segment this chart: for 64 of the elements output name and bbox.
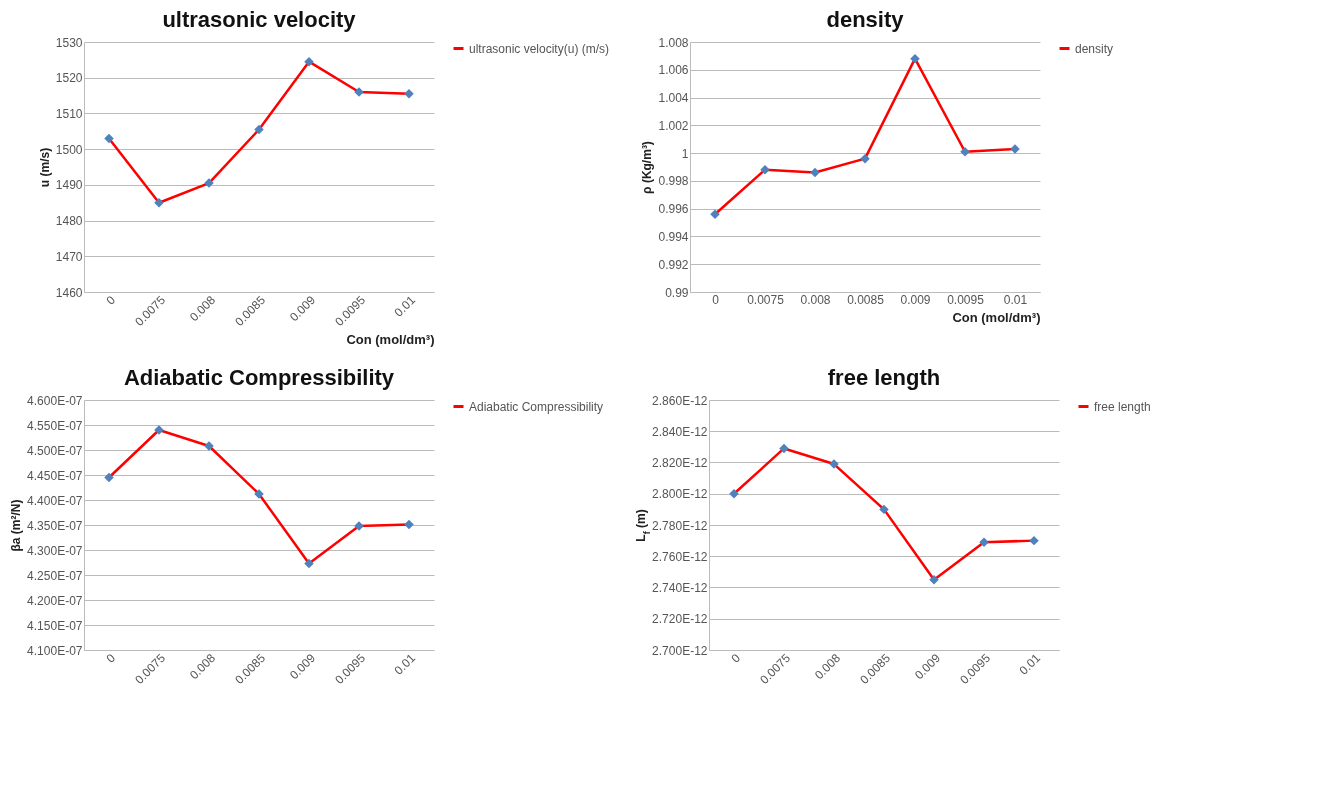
y-tick-label: 4.400E-07: [27, 493, 83, 508]
x-tick-label: 0.009: [900, 292, 931, 307]
legend-label: free length: [1094, 399, 1151, 414]
y-tick-label: 1.004: [658, 91, 689, 106]
x-tick-label: 0: [103, 292, 119, 308]
y-tick-label: 2.840E-12: [652, 424, 708, 439]
x-axis-title: Con (mol/dm³): [952, 309, 1041, 325]
y-tick-label: 1: [681, 146, 689, 161]
y-tick-label: 1530: [55, 35, 83, 50]
legend-label: Adiabatic Compressibility: [469, 399, 604, 414]
y-tick-label: 1500: [55, 142, 83, 157]
y-tick-label: 2.740E-12: [652, 581, 708, 595]
y-tick-label: 1.008: [658, 35, 689, 50]
y-tick-label: 2.800E-12: [652, 487, 708, 502]
chart-title: ultrasonic velocity: [162, 7, 357, 32]
y-tick-label: 4.250E-07: [27, 568, 83, 583]
y-tick-label: 4.150E-07: [27, 618, 83, 633]
y-tick-label: 1510: [55, 106, 83, 121]
y-tick-label: 4.350E-07: [27, 518, 83, 533]
y-tick-label: 1480: [55, 214, 83, 229]
y-tick-label: 1.006: [658, 63, 689, 78]
y-tick-label: 4.500E-07: [27, 443, 83, 458]
chart-title: free length: [827, 365, 941, 390]
y-axis-title: u (m/s): [37, 147, 52, 188]
y-tick-label: 0.99: [665, 285, 689, 300]
x-tick-label: 0.01: [1016, 650, 1044, 678]
y-tick-label: 4.200E-07: [27, 593, 83, 608]
y-tick-label: 2.820E-12: [652, 456, 708, 470]
y-tick-label: 0.998: [658, 174, 689, 189]
x-axis-title: Con (mol/dm³): [346, 332, 435, 348]
x-tick-label: 0.0075: [747, 292, 785, 307]
y-axis-title: ρ (Kg/m³): [640, 141, 655, 194]
y-tick-label: 4.100E-07: [27, 643, 83, 658]
y-tick-label: 4.450E-07: [27, 468, 83, 483]
y-tick-label: 1520: [55, 71, 83, 86]
x-tick-label: 0: [103, 650, 119, 666]
y-tick-label: 2.700E-12: [652, 643, 708, 658]
y-tick-label: 0.992: [658, 257, 689, 272]
y-tick-label: 1470: [55, 249, 83, 264]
x-tick-label: 0.01: [391, 650, 419, 678]
y-tick-label: 1.002: [658, 118, 689, 133]
y-tick-label: 4.550E-07: [27, 418, 83, 433]
y-axis-title: βa (m²/N): [9, 499, 24, 552]
y-tick-label: 1460: [55, 285, 83, 300]
y-tick-label: 2.780E-12: [652, 518, 708, 533]
y-tick-label: 2.860E-12: [652, 393, 708, 408]
legend-label: ultrasonic velocity(u) (m/s): [469, 41, 610, 56]
y-tick-label: 4.600E-07: [27, 393, 83, 408]
legend-label: density: [1075, 41, 1114, 56]
y-tick-label: 2.760E-12: [652, 549, 708, 564]
y-tick-label: 1490: [55, 178, 83, 193]
y-tick-label: 0.996: [658, 202, 689, 217]
x-tick-label: 0.008: [800, 292, 831, 307]
x-tick-label: 0.01: [1003, 292, 1028, 307]
y-tick-label: 2.720E-12: [652, 612, 708, 627]
x-tick-label: 0.0095: [947, 292, 985, 307]
y-tick-label: 0.994: [658, 229, 689, 244]
x-tick-label: 0.01: [391, 292, 419, 320]
y-tick-label: 4.300E-07: [27, 543, 83, 558]
x-tick-label: 0: [712, 292, 720, 307]
chart-title: density: [826, 7, 905, 32]
x-tick-label: 0.0085: [847, 292, 885, 307]
x-tick-label: 0: [728, 650, 744, 666]
chart-title: Adiabatic Compressibility: [123, 365, 395, 390]
